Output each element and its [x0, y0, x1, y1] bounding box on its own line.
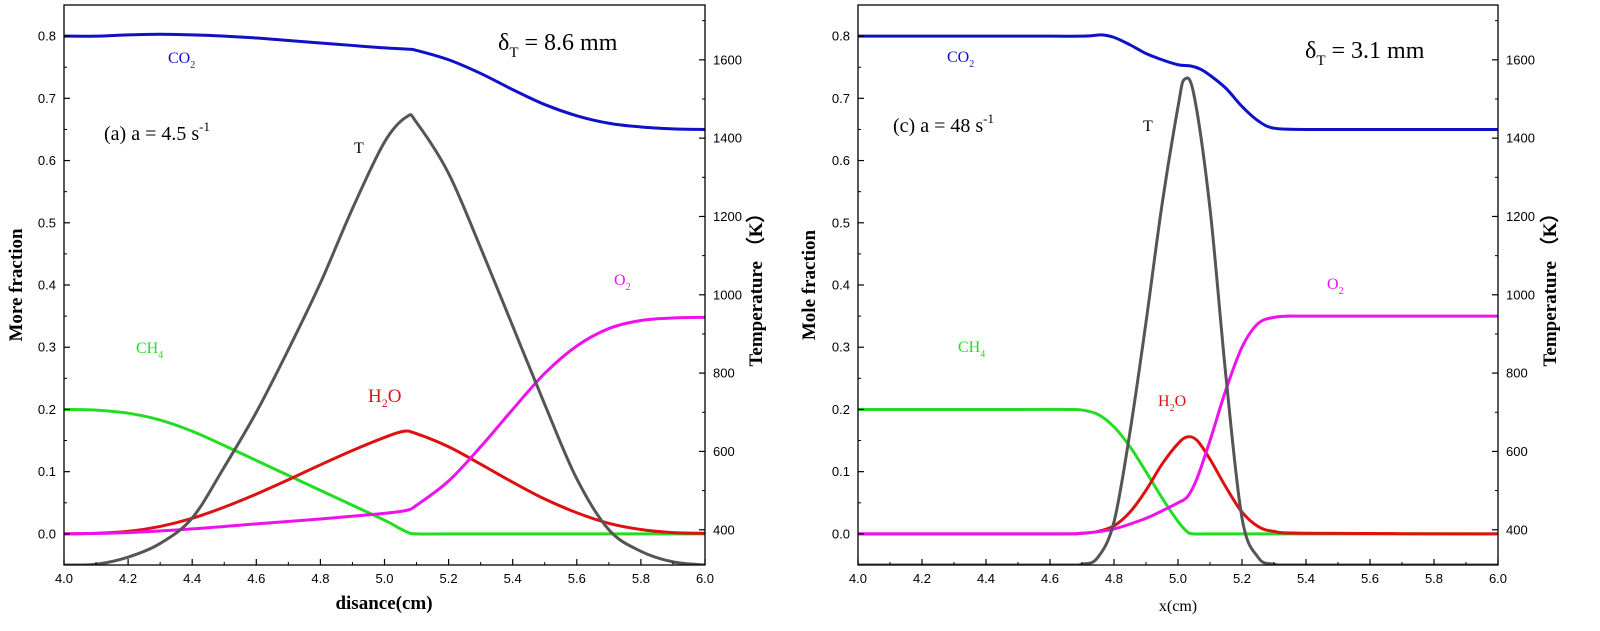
y-tick-label: 0.3	[832, 340, 850, 355]
y-tick-label: 0.0	[38, 526, 56, 541]
x-tick-label: 4.2	[913, 571, 931, 586]
x-axis-title: x(cm)	[1159, 598, 1197, 615]
y-tick-label: 0.5	[38, 215, 56, 230]
x-tick-label: 4.6	[247, 571, 265, 586]
y-axis-title: More fraction	[6, 228, 27, 342]
x-tick-label: 4.8	[1105, 571, 1123, 586]
series-line-t	[64, 113, 705, 565]
y-tick-label: 0.3	[38, 340, 56, 355]
panel-c: 4.0 4.2 4.4 4.6 4.8 5.0 5.2 5.4 5.6 5.8 6.0 0.0 0.1 0…	[799, 4, 1561, 615]
series-label-t: T	[354, 140, 364, 157]
x-tick-label: 5.2	[1233, 571, 1251, 586]
series-line-ch4	[64, 407, 705, 536]
series-label-o2: O2	[1327, 276, 1344, 297]
y2-tick-label: 1600	[713, 52, 742, 67]
series-line-o2	[64, 315, 705, 536]
x-tick-label: 5.0	[1169, 571, 1187, 586]
panel-label: (c) a = 48 s-1	[893, 111, 994, 137]
y2-tick-label: 1000	[713, 287, 742, 302]
x-tick-label: 4.0	[849, 571, 867, 586]
y2-tick-label: 600	[713, 444, 735, 459]
y-tick-label: 0.1	[38, 464, 56, 479]
x-tick-label: 4.6	[1041, 571, 1059, 586]
plot-frame	[63, 4, 706, 566]
series-label-ch4: CH4	[136, 340, 163, 361]
y-tick-label: 0.8	[832, 29, 850, 44]
x-tick-label: 5.0	[375, 571, 393, 586]
y2-tick-label: 400	[1506, 522, 1528, 537]
y-axis-title: Mole fraction	[799, 229, 820, 340]
series-line-o2	[858, 314, 1498, 536]
y2-tick-label: 1400	[1506, 131, 1535, 146]
y2-tick-label: 1200	[713, 209, 742, 224]
y-tick-label: 0.2	[832, 402, 850, 417]
plot-frame	[857, 4, 1499, 566]
y2-axis-title: Temperature （K）	[744, 203, 767, 366]
x-tick-label: 5.8	[1425, 571, 1443, 586]
x-tick-label: 4.4	[183, 571, 201, 586]
x-tick-label: 5.8	[632, 571, 650, 586]
y-tick-label: 0.2	[38, 402, 56, 417]
y-tick-label: 0.7	[832, 91, 850, 106]
panel-label: (a) a = 4.5 s-1	[104, 119, 210, 145]
y2-tick-label: 1600	[1506, 52, 1535, 67]
x-tick-label: 5.6	[568, 571, 586, 586]
y-tick-label: 0.0	[832, 526, 850, 541]
x-tick-label: 5.2	[440, 571, 458, 586]
y-tick-label: 0.4	[38, 278, 56, 293]
x-tick-label: 4.2	[119, 571, 137, 586]
series-line-ch4	[858, 407, 1498, 536]
x-axis-title: disance(cm)	[335, 593, 432, 614]
x-tick-label: 5.4	[1297, 571, 1315, 586]
series-label-ch4: CH4	[958, 339, 985, 360]
x-tick-label: 6.0	[1489, 571, 1507, 586]
x-tick-label: 4.8	[311, 571, 329, 586]
series-label-h2o: H2O	[1158, 393, 1186, 414]
series-line-t	[858, 76, 1498, 565]
series-group	[64, 32, 705, 565]
y2-axis-title: Temperature （K）	[1538, 203, 1561, 366]
series-group	[858, 33, 1498, 565]
y2-tick-label: 1200	[1506, 209, 1535, 224]
series-label-co2: CO2	[947, 49, 974, 70]
y-tick-label: 0.5	[832, 215, 850, 230]
x-tick-label: 5.4	[504, 571, 522, 586]
y2-tick-label: 400	[713, 522, 735, 537]
y-tick-label: 0.7	[38, 91, 56, 106]
y2-tick-label: 600	[1506, 444, 1528, 459]
y-tick-label: 0.8	[38, 29, 56, 44]
y2-tick-label: 800	[1506, 366, 1528, 381]
y-tick-label: 0.4	[832, 278, 850, 293]
series-label-t: T	[1143, 118, 1153, 135]
x-tick-label: 6.0	[696, 571, 714, 586]
series-label-h2o: H2O	[368, 386, 401, 410]
flame-thickness-label: δT = 8.6 mm	[498, 30, 618, 61]
y-tick-label: 0.1	[832, 464, 850, 479]
y2-tick-label: 1400	[713, 131, 742, 146]
series-label-o2: O2	[614, 272, 631, 293]
x-tick-label: 4.4	[977, 571, 995, 586]
y2-tick-label: 800	[713, 366, 735, 381]
x-tick-label: 5.6	[1361, 571, 1379, 586]
series-line-co2	[858, 33, 1498, 132]
y-tick-label: 0.6	[38, 153, 56, 168]
y2-tick-label: 1000	[1506, 287, 1535, 302]
x-tick-label: 4.0	[55, 571, 73, 586]
flame-thickness-label: δT = 3.1 mm	[1305, 38, 1425, 69]
series-line-co2	[64, 32, 705, 131]
series-line-h2o	[64, 429, 705, 536]
y-tick-label: 0.6	[832, 153, 850, 168]
panel-a: 4.0 4.2 4.4 4.6 4.8 5.0 5.2 5.4 5.6 5.8 6.0 0.0 0.1 0…	[6, 4, 767, 614]
series-label-co2: CO2	[168, 50, 195, 71]
